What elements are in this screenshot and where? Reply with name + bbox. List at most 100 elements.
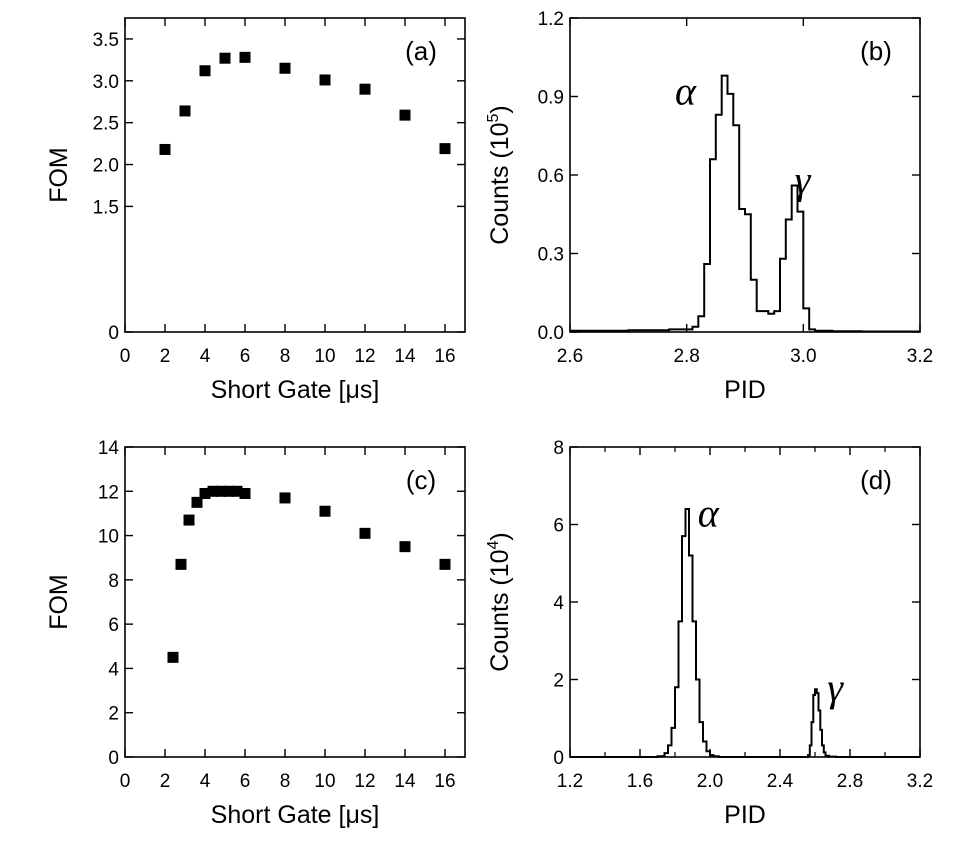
alpha-peak-label: α <box>675 68 697 113</box>
gamma-peak-label: γ <box>827 665 844 710</box>
x-tick-label: 14 <box>394 346 416 367</box>
y-tick-label: 1.2 <box>538 9 564 30</box>
x-tick-label: 10 <box>314 346 335 367</box>
x-axis-label: PID <box>724 801 766 829</box>
y-tick-label: 3.0 <box>93 72 119 93</box>
y-tick-label: 10 <box>98 527 119 548</box>
data-point <box>223 485 235 497</box>
x-tick-label: 2 <box>160 771 171 792</box>
data-point <box>279 492 291 504</box>
data-point <box>175 558 187 570</box>
y-axis-label: FOM <box>45 147 73 203</box>
y-tick-label: 0 <box>108 323 119 344</box>
y-tick-label: 1.5 <box>93 197 119 218</box>
plot-frame <box>124 446 466 758</box>
y-tick-label: 0 <box>553 748 564 769</box>
x-tick-label: 1.6 <box>627 771 653 792</box>
alpha-peak-label: α <box>698 490 720 535</box>
y-tick-label: 2 <box>108 704 119 725</box>
x-tick-label: 3.0 <box>790 346 816 367</box>
x-axis-label: Short Gate [μs] <box>211 376 380 404</box>
x-tick-label: 10 <box>314 771 335 792</box>
y-tick-label: 0.3 <box>538 245 564 266</box>
y-tick-label: 0 <box>108 748 119 769</box>
data-point <box>359 83 371 95</box>
x-tick-label: 12 <box>354 346 375 367</box>
panel-label: (c) <box>406 465 436 495</box>
panel-label: (d) <box>860 465 892 495</box>
x-tick-label: 2.0 <box>697 771 723 792</box>
data-point <box>359 527 371 539</box>
data-point <box>167 651 179 663</box>
x-tick-label: 8 <box>280 346 291 367</box>
data-point <box>279 62 291 74</box>
data-point <box>207 485 219 497</box>
x-tick-label: 2 <box>160 346 171 367</box>
x-tick-label: 2.8 <box>837 771 863 792</box>
x-tick-label: 3.2 <box>907 346 933 367</box>
y-tick-label: 12 <box>98 482 119 503</box>
y-tick-label: 0.9 <box>538 88 564 109</box>
y-tick-label: 6 <box>553 516 564 537</box>
x-tick-label: 2.8 <box>673 346 699 367</box>
panel-b-pid-histogram: 2.6 2.8 3.0 3.2 0.0 0.3 0.6 0.9 1.2 PID Counts (10… <box>485 9 933 404</box>
y-tick-label: 2.5 <box>93 114 119 135</box>
data-point <box>191 496 203 508</box>
y-tick-label: 4 <box>108 659 119 680</box>
data-point <box>439 558 451 570</box>
data-point <box>319 505 331 517</box>
histogram-series <box>570 508 920 758</box>
y-tick-label: 8 <box>108 571 119 592</box>
plot-frame <box>124 17 466 333</box>
data-point <box>319 74 331 86</box>
data-point <box>439 143 451 155</box>
data-point <box>199 65 211 77</box>
y-tick-label: 0.0 <box>538 323 564 344</box>
histogram-series <box>570 74 920 333</box>
panel-a-fom-vs-gate: 0 2 4 6 8 10 12 14 16 0 1.5 2.0 2.5 3.0 3.5 Short Gate … <box>45 17 466 404</box>
x-tick-label: 12 <box>354 771 375 792</box>
x-tick-label: 4 <box>200 771 211 792</box>
data-point <box>399 109 411 121</box>
y-tick-label: 2 <box>553 671 564 692</box>
y-tick-label: 0.6 <box>538 166 564 187</box>
y-axis-label: Counts (104) <box>485 532 514 672</box>
data-point <box>183 514 195 526</box>
y-axis-label: Counts (105) <box>485 105 514 245</box>
x-axis-label: Short Gate [μs] <box>211 801 380 829</box>
panel-label: (a) <box>405 36 437 66</box>
y-tick-label: 8 <box>553 438 564 459</box>
data-point <box>159 143 171 155</box>
x-tick-label: 2.6 <box>557 346 583 367</box>
x-tick-label: 1.2 <box>557 771 583 792</box>
x-tick-label: 16 <box>434 346 455 367</box>
data-point <box>239 51 251 63</box>
y-tick-label: 6 <box>108 615 119 636</box>
x-tick-label: 16 <box>434 771 455 792</box>
gamma-peak-label: γ <box>795 157 812 202</box>
data-point <box>215 485 227 497</box>
panel-d-pid-histogram: 1.2 1.6 2.0 2.4 2.8 3.2 0 2 4 6 8 PID Counts (104) (d… <box>485 438 933 829</box>
x-tick-label: 4 <box>200 346 211 367</box>
x-tick-label: 6 <box>240 346 251 367</box>
x-tick-label: 2.4 <box>767 771 794 792</box>
x-tick-label: 0 <box>120 771 131 792</box>
data-point <box>231 485 243 497</box>
data-point <box>239 488 251 499</box>
y-tick-label: 14 <box>98 438 120 459</box>
data-point <box>399 541 411 553</box>
data-point <box>179 105 191 117</box>
x-axis-label: PID <box>724 376 766 404</box>
panel-label: (b) <box>860 36 892 66</box>
y-axis-label: FOM <box>45 574 73 630</box>
y-tick-label: 4 <box>553 593 564 614</box>
y-tick-label: 2.0 <box>93 156 119 177</box>
panel-c-fom-vs-gate: 0 2 4 6 8 10 12 14 16 0 2 4 6 8 10 12 14 Short Gate [μs] F… <box>45 438 466 829</box>
x-tick-label: 8 <box>280 771 291 792</box>
x-tick-label: 14 <box>394 771 416 792</box>
x-tick-label: 3.2 <box>907 771 933 792</box>
x-tick-label: 0 <box>120 346 131 367</box>
data-point <box>219 52 231 64</box>
data-point <box>199 488 211 499</box>
